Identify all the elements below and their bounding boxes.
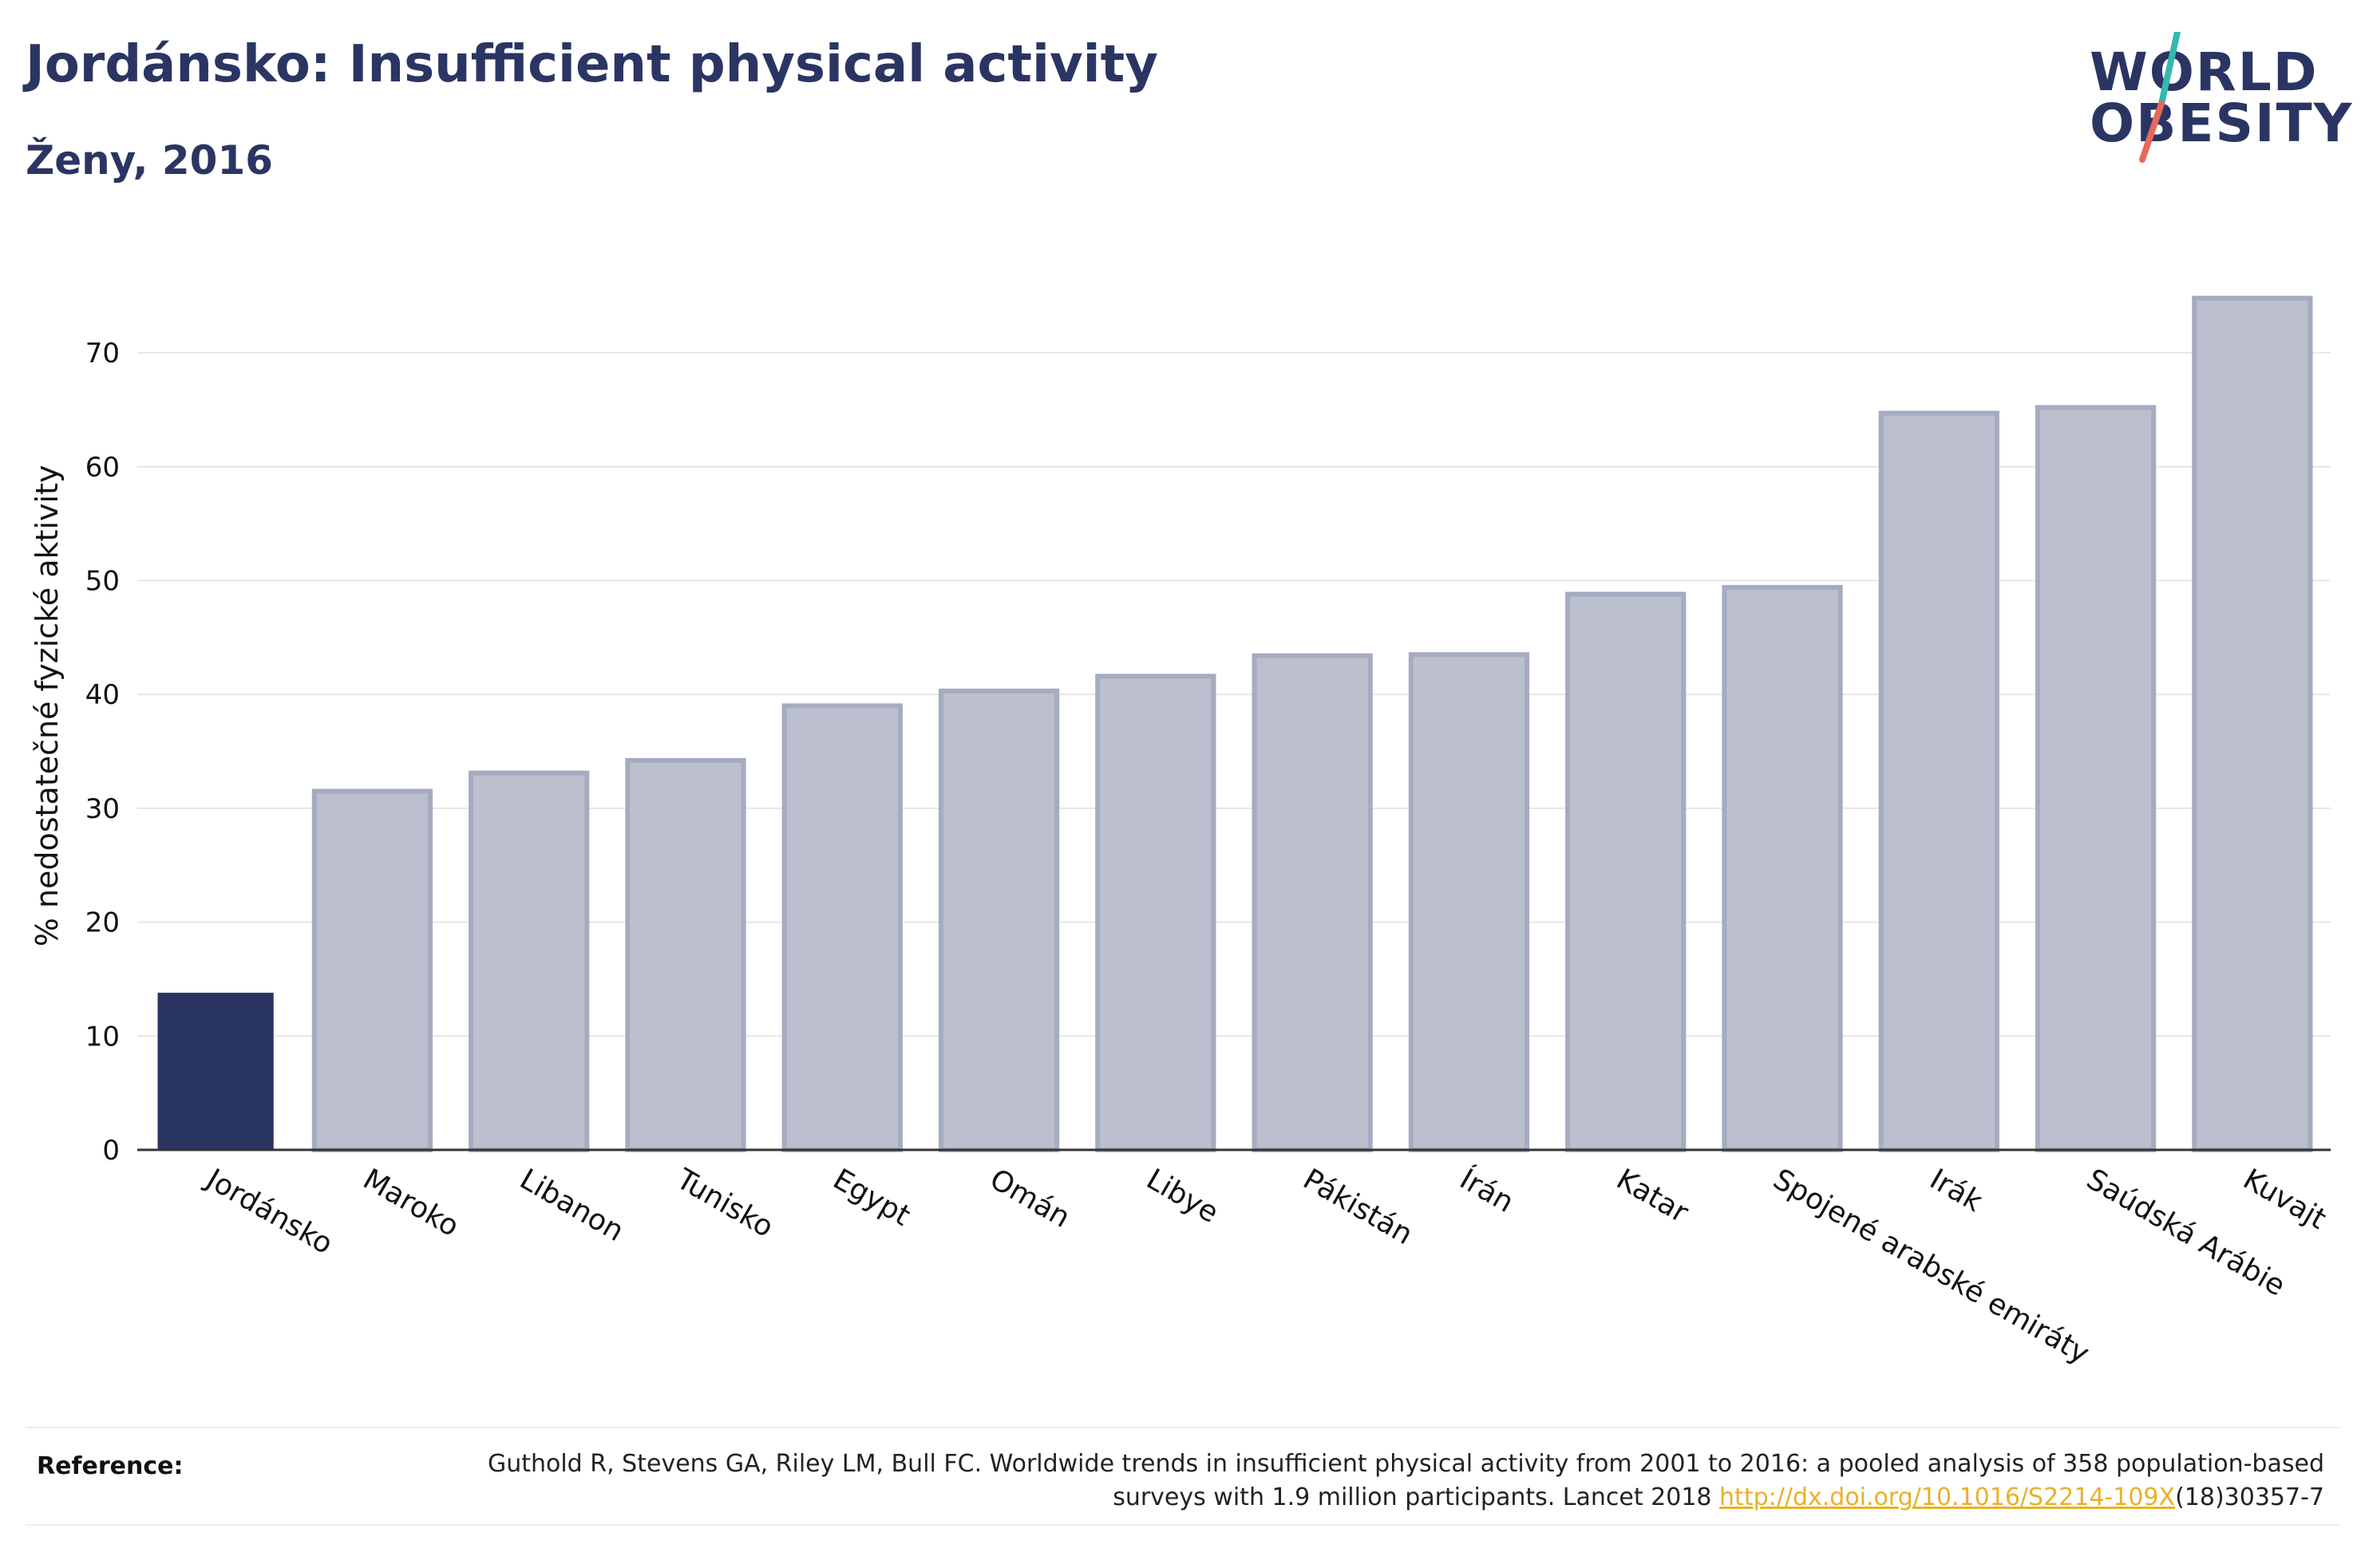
- reference-text: Guthold R, Stevens GA, Riley LM, Bull FC…: [449, 1448, 2324, 1515]
- bar-12: [2035, 405, 2157, 1152]
- x-tick-label: Egypt: [828, 1163, 916, 1232]
- bar-13: [2192, 295, 2313, 1153]
- y-tick-label: 10: [85, 1021, 120, 1053]
- x-tick-label: Irák: [1924, 1163, 1988, 1218]
- bar-4: [781, 703, 903, 1152]
- x-tick-label: Libye: [1141, 1163, 1224, 1230]
- bar-8: [1408, 652, 1530, 1152]
- y-tick-label: 40: [85, 679, 120, 711]
- chart-subtitle: Ženy, 2016: [26, 137, 274, 184]
- bar-2: [469, 770, 590, 1152]
- reference-citation: Guthold R, Stevens GA, Riley LM, Bull FC…: [487, 1450, 2324, 1511]
- bar-0: [157, 993, 274, 1150]
- x-tick-label: Jordánsko: [200, 1162, 338, 1261]
- reference-label: Reference:: [37, 1452, 184, 1480]
- x-tick-label: Pákistán: [1298, 1163, 1418, 1251]
- reference-doi-suffix: (18)30357-7: [2175, 1483, 2324, 1511]
- bar-11: [1878, 410, 1999, 1152]
- bar-3: [625, 757, 746, 1152]
- y-tick-label: 0: [102, 1135, 120, 1167]
- x-tick-label: Kuvajt: [2237, 1163, 2331, 1236]
- bar-5: [938, 688, 1060, 1152]
- x-tick-label: Katar: [1611, 1163, 1694, 1230]
- logo-text-world: WORLD: [2090, 41, 2319, 103]
- y-tick-label: 30: [85, 793, 120, 825]
- bar-10: [1722, 585, 1843, 1152]
- bar-9: [1565, 591, 1687, 1152]
- y-tick-label: 50: [85, 566, 120, 598]
- x-tick-label: Omán: [984, 1163, 1075, 1234]
- reference-bottom-divider: [26, 1524, 2340, 1526]
- x-tick-label: Írán: [1454, 1162, 1520, 1219]
- y-tick-label: 60: [85, 452, 120, 484]
- logo-slash-icon: [2139, 32, 2181, 163]
- y-tick-label: 70: [85, 338, 120, 369]
- bar-7: [1252, 653, 1373, 1152]
- y-tick-label: 20: [85, 907, 120, 939]
- world-obesity-logo: WORLD OBESITY: [2075, 32, 2351, 176]
- chart-title: Jordánsko: Insufficient physical activit…: [26, 35, 1158, 94]
- x-tick-label: Tunisko: [670, 1163, 779, 1244]
- bar-6: [1095, 673, 1216, 1152]
- bar-1: [311, 788, 433, 1152]
- y-axis-label: % nedostatečné fyzické aktivity: [30, 465, 65, 947]
- x-tick-label: Libanon: [514, 1163, 629, 1248]
- x-tick-label: Maroko: [358, 1163, 465, 1243]
- bar-chart: 0 10 20 30 40 50 60 70 % nedostatečné fyzické ak…: [30, 295, 2331, 1371]
- logo-text-obesity: OBESITY: [2090, 93, 2354, 154]
- reference-doi-link[interactable]: http://dx.doi.org/10.1016/S2214-109X: [1719, 1483, 2176, 1511]
- reference-top-divider: [26, 1427, 2340, 1428]
